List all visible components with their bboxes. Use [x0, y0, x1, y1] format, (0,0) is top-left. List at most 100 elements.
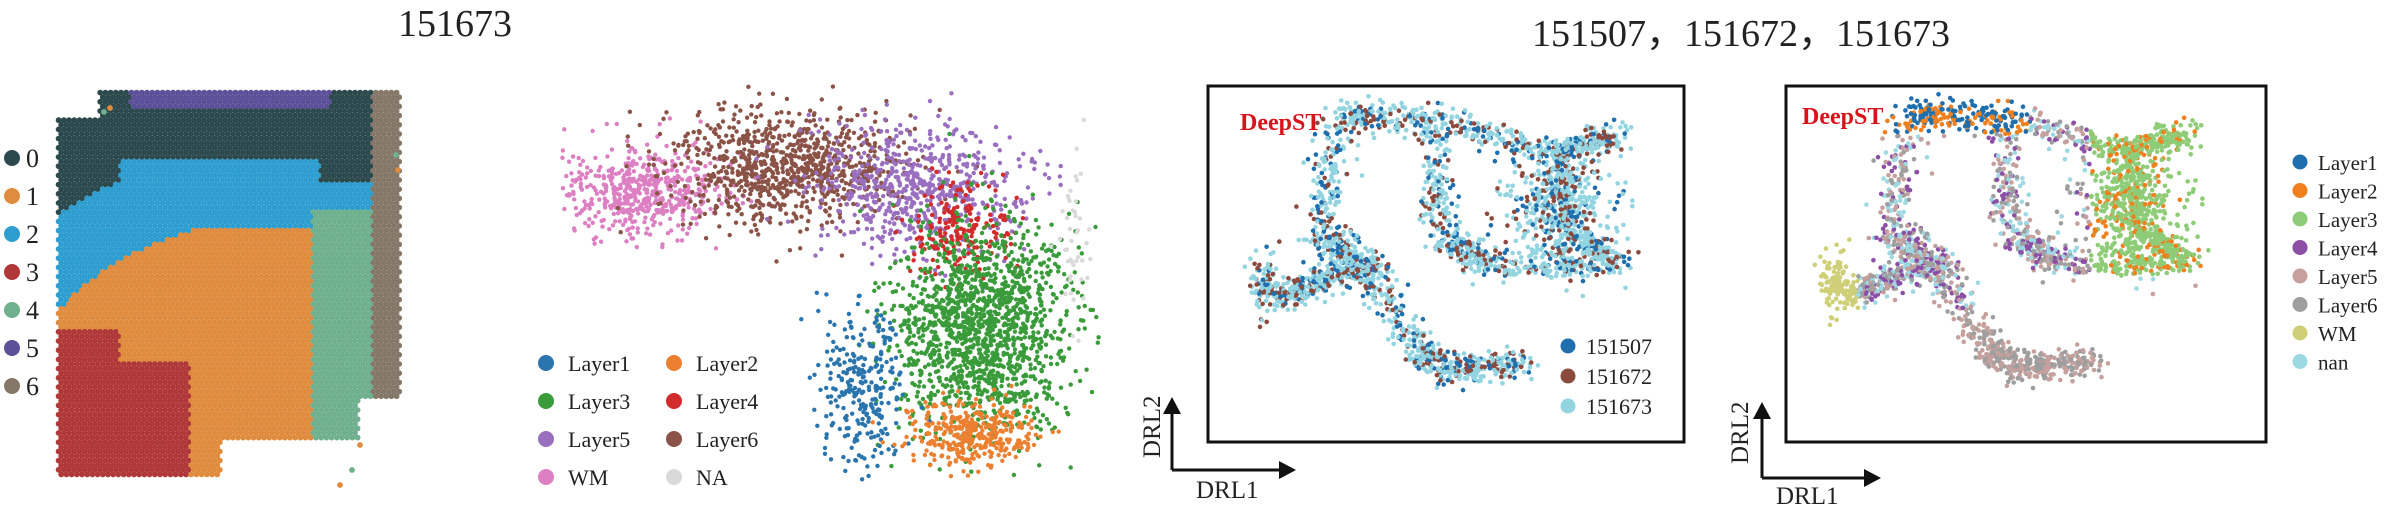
- spot-cluster-5: [149, 98, 156, 105]
- spot-cluster-4: [339, 434, 345, 441]
- spot-cluster-5: [253, 89, 260, 96]
- spot-cluster-5: [237, 89, 244, 96]
- spot-cluster-5: [154, 98, 161, 105]
- spot-cluster-4: [318, 434, 325, 441]
- spot-cluster-0: [359, 94, 366, 101]
- spot-cluster-1: [292, 434, 299, 441]
- spot-cluster-5: [180, 98, 187, 105]
- spot-cluster-5: [159, 98, 166, 105]
- spot-cluster-1: [224, 434, 231, 441]
- spot-cluster-5: [323, 94, 330, 101]
- spot-cluster-1: [229, 434, 236, 441]
- spot-cluster-5: [190, 98, 197, 105]
- spot-cluster-0: [328, 94, 335, 101]
- spot-cluster-5: [162, 94, 169, 101]
- spot-cluster-5: [180, 89, 187, 96]
- spot-cluster-5: [133, 89, 140, 96]
- spot-cluster-5: [203, 94, 210, 101]
- spot-cluster-5: [232, 89, 239, 96]
- spot-cluster-6: [393, 89, 400, 96]
- spot-cluster-5: [258, 98, 265, 105]
- spot-cluster-5: [242, 98, 249, 105]
- spot-cluster-5: [138, 98, 145, 105]
- spot-cluster-5: [276, 94, 283, 101]
- spot-cluster-5: [250, 94, 257, 101]
- spot-cluster-5: [261, 94, 267, 101]
- spot-cluster-0: [349, 94, 356, 101]
- spot-cluster-4: [344, 434, 351, 441]
- spot-cluster-5: [175, 89, 182, 96]
- spot-cluster-1: [250, 434, 257, 441]
- spot-cluster-5: [216, 89, 223, 96]
- spot-cluster-0: [107, 98, 114, 105]
- spot-cluster-5: [149, 89, 156, 96]
- spot-cluster-5: [198, 94, 205, 101]
- spot-cluster-5: [255, 94, 262, 101]
- spot-cluster-5: [310, 89, 317, 96]
- spot-cluster-5: [292, 94, 299, 101]
- spot-cluster-5: [232, 98, 239, 105]
- spot-cluster-5: [315, 89, 322, 96]
- spot-cluster-5: [279, 98, 286, 105]
- spot-cluster-6: [380, 94, 387, 101]
- spot-cluster-5: [214, 94, 221, 101]
- spot-cluster-0: [112, 98, 119, 105]
- spot-cluster-5: [227, 98, 234, 105]
- spot-cluster-5: [222, 98, 228, 105]
- spot-cluster-5: [237, 98, 244, 105]
- spot-cluster-5: [185, 98, 192, 105]
- spot-cluster-5: [268, 98, 275, 105]
- spot-cluster-1: [307, 434, 314, 441]
- spot-cluster-5: [170, 89, 176, 96]
- spot-cluster-4: [313, 434, 319, 441]
- spot-cluster-5: [157, 94, 163, 101]
- spot-cluster-1: [287, 434, 293, 441]
- spot-cluster-5: [206, 98, 213, 105]
- spot-cluster-4: [349, 434, 356, 441]
- spot-cluster-5: [196, 98, 202, 105]
- spot-cluster-0: [341, 89, 348, 96]
- spot-cluster-5: [216, 98, 223, 105]
- spot-cluster-5: [133, 98, 140, 105]
- spatial-domain-map: [55, 89, 403, 488]
- spot-cluster-4: [328, 434, 335, 441]
- spot-cluster-5: [268, 89, 275, 96]
- spot-cluster-6: [370, 94, 377, 101]
- spot-cluster-0: [339, 94, 345, 101]
- spot-cluster-5: [185, 89, 192, 96]
- spot-cluster-0: [336, 89, 343, 96]
- spot-cluster-0: [99, 94, 106, 101]
- spot-cluster-0: [102, 89, 109, 96]
- spot-cluster-5: [151, 94, 158, 101]
- spot-cluster-6: [388, 89, 395, 96]
- spot-cluster-1: [255, 434, 262, 441]
- spot-cluster-5: [159, 89, 166, 96]
- spot-cluster-5: [281, 94, 288, 101]
- spot-cluster-4: [333, 434, 340, 441]
- spot-cluster-5: [302, 94, 309, 101]
- spot-cluster-5: [266, 94, 273, 101]
- spot-cluster-0: [367, 89, 374, 96]
- left-panel-title: 151673: [398, 3, 512, 45]
- spot-cluster-5: [307, 94, 314, 101]
- spot-cluster-5: [297, 94, 304, 101]
- spot-cluster-5: [172, 94, 179, 101]
- spot-cluster-0: [110, 94, 117, 101]
- spot-cluster-4: [354, 434, 361, 441]
- spot-cluster-1: [245, 434, 252, 441]
- spot-cluster-0: [97, 89, 104, 96]
- spot-cluster-5: [235, 94, 241, 101]
- spot-cluster-5: [229, 94, 236, 101]
- spot-cluster-0: [115, 94, 122, 101]
- spot-cluster-0: [105, 94, 111, 101]
- spot-cluster-1: [235, 434, 241, 441]
- spot-cluster-0: [112, 89, 119, 96]
- spot-cluster-6: [378, 393, 384, 400]
- spot-cluster-0: [125, 94, 132, 101]
- spot-cluster-0: [346, 89, 353, 96]
- spot-cluster-6: [385, 94, 392, 101]
- spot-cluster-6: [375, 94, 382, 101]
- spot-cluster-5: [263, 98, 270, 105]
- spot-cluster-0: [344, 94, 351, 101]
- spot-cluster-5: [141, 94, 148, 101]
